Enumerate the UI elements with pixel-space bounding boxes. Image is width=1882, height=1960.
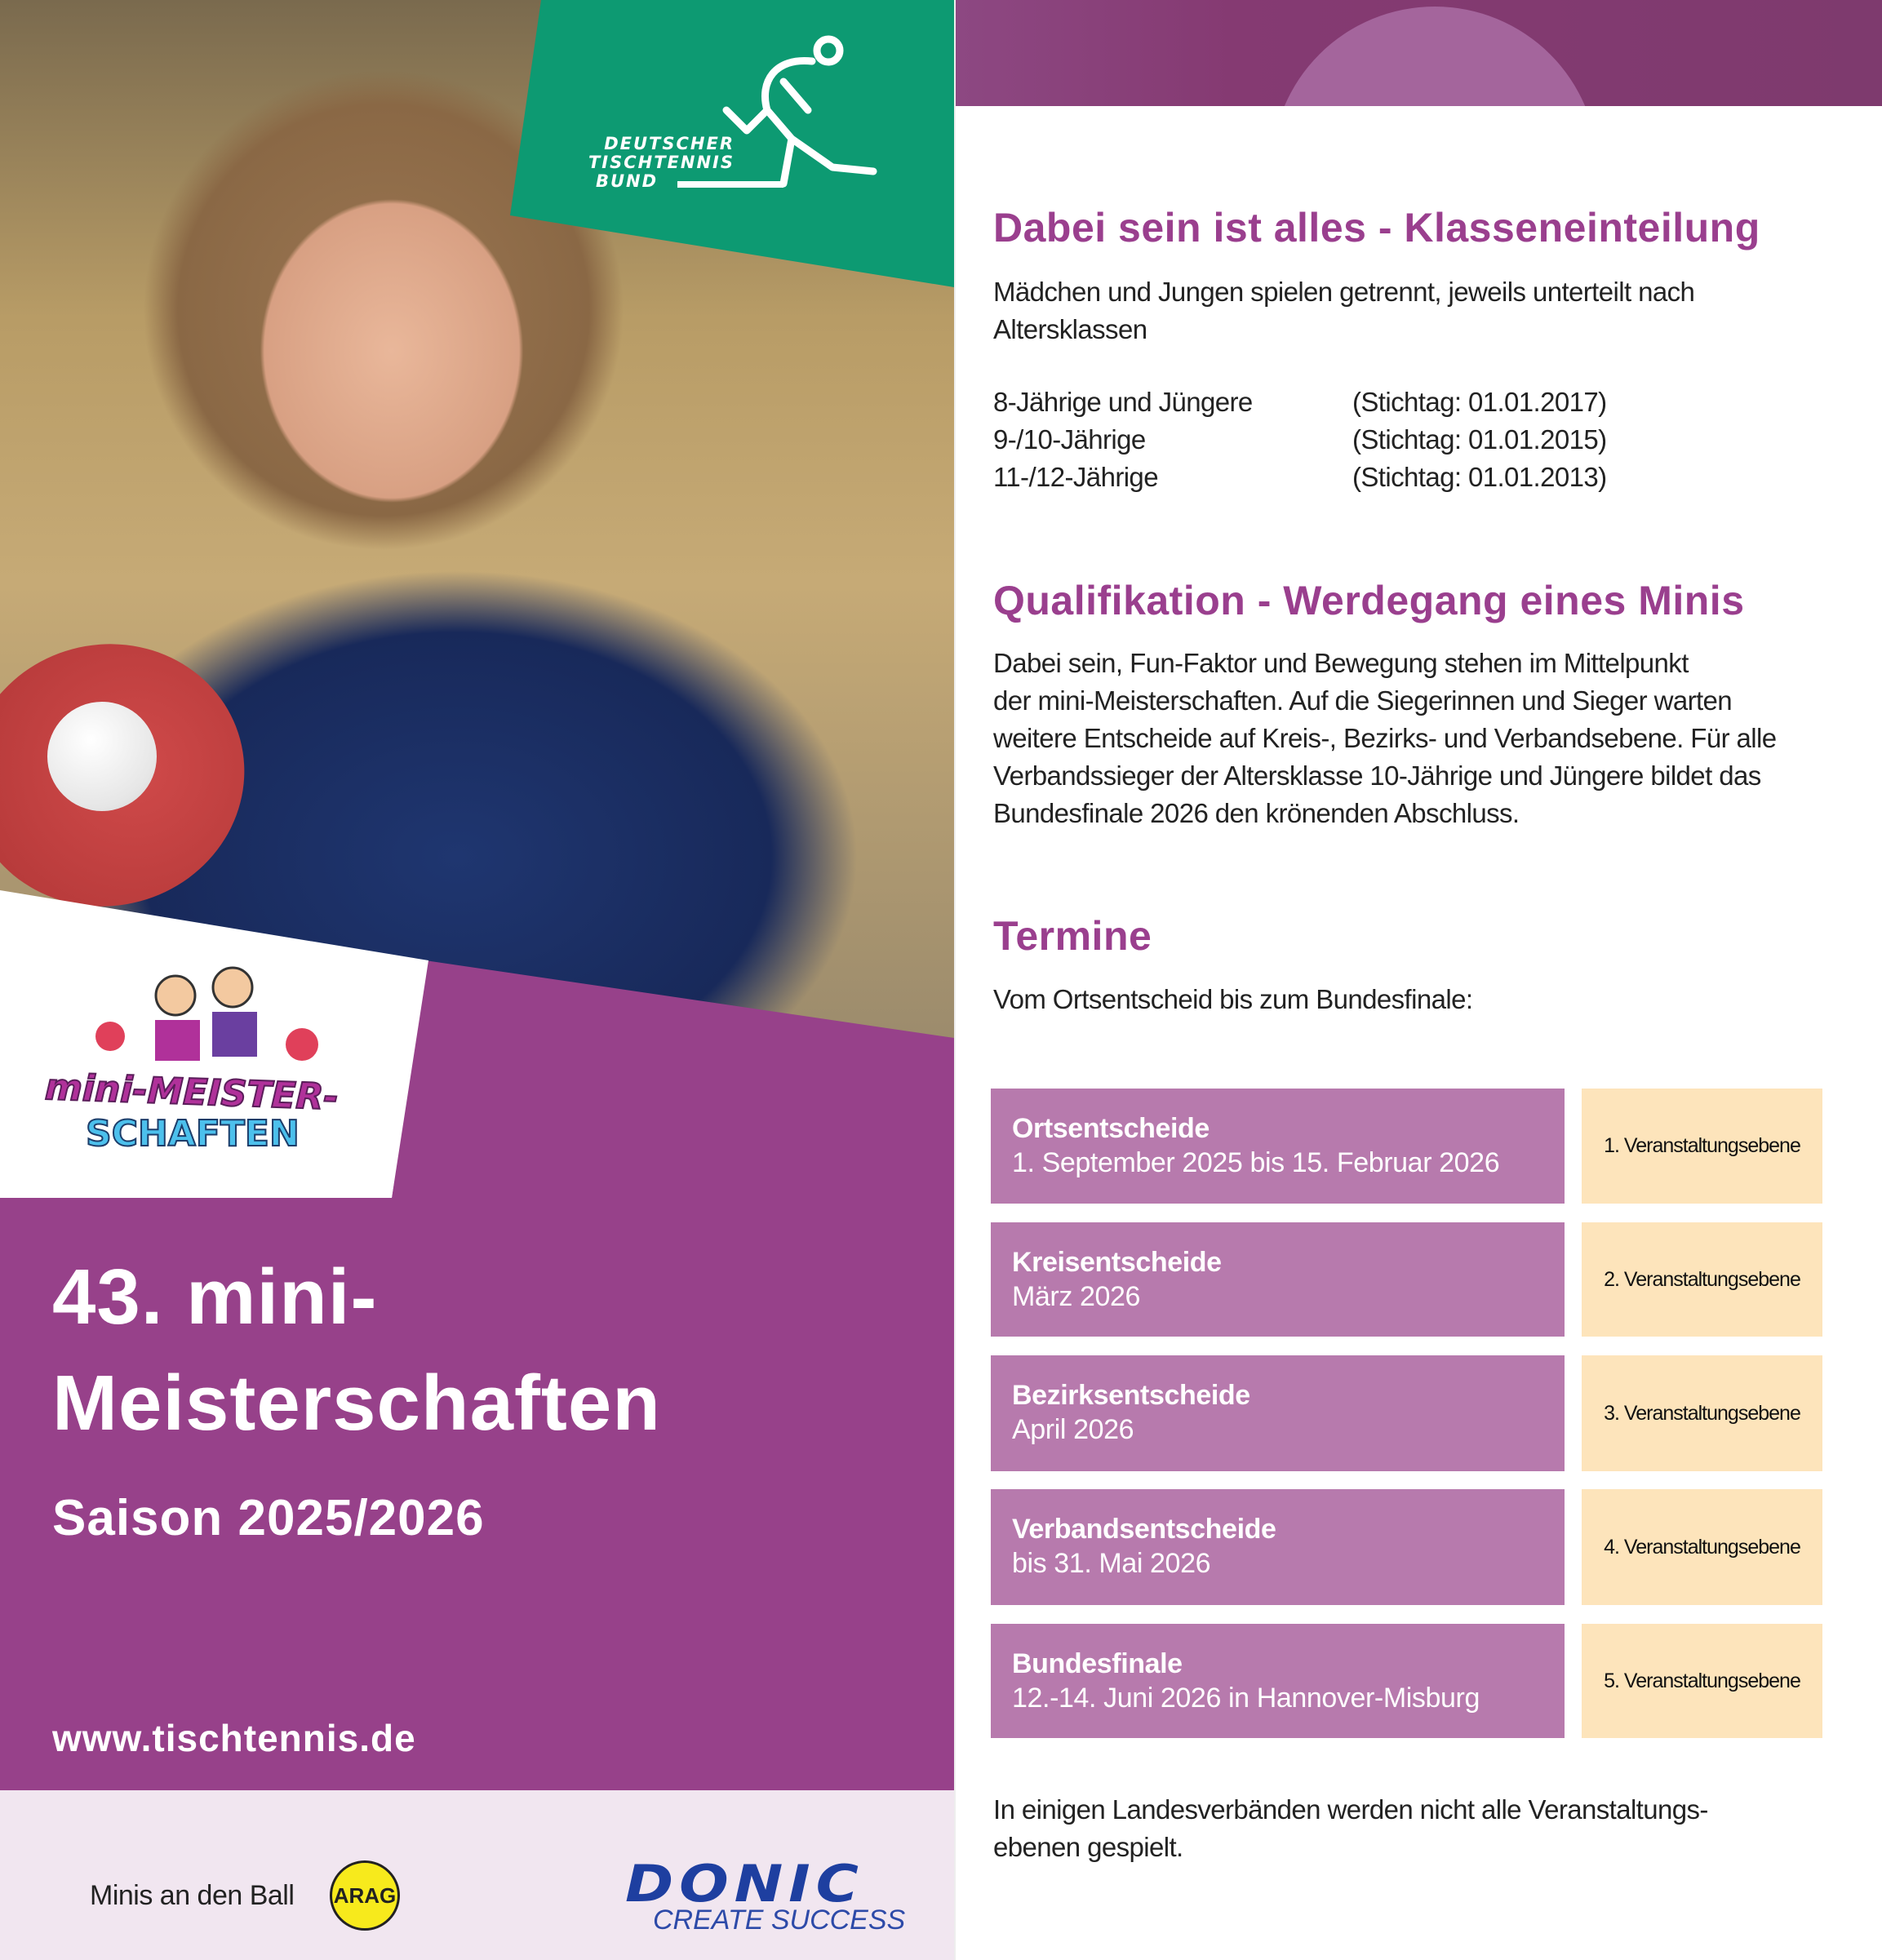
round-name: Verbandsentscheide (1012, 1514, 1276, 1545)
round-level: 3. Veranstaltungsebene (1582, 1355, 1822, 1471)
qualifikation-line: Dabei sein, Fun-Faktor und Bewegung steh… (993, 648, 1689, 678)
round-box: Ortsentscheide 1. September 2025 bis 15. … (991, 1089, 1565, 1204)
round-level: 4. Veranstaltungsebene (1582, 1489, 1822, 1605)
age-cutoff: (Stichtag: 01.01.2013) (1352, 462, 1607, 492)
dttb-logo-text: DEUTSCHER TISCHTENNIS BUND (571, 135, 735, 191)
kids-cartoon-icon (95, 966, 318, 1061)
mini-meisterschaften-logo: mini-MEISTER- SCHAFTEN (43, 955, 371, 1175)
round-date: April 2026 (1012, 1414, 1134, 1445)
round-name: Bezirksentscheide (1012, 1380, 1250, 1411)
info-panel: Dabei sein ist alles - Klasseneinteilung… (954, 0, 1882, 1960)
sponsor-footer: Minis an den Ball ARAG DONIC CREATE SUCC… (0, 1790, 954, 1960)
dttb-line1: DEUTSCHER (604, 134, 735, 153)
cover-title-line1: 43. mini- (52, 1253, 378, 1341)
qualifikation-line: der mini-Meisterschaften. Auf die Sieger… (993, 685, 1733, 716)
round-box: Bezirksentscheide April 2026 (991, 1355, 1565, 1471)
round-name: Ortsentscheide (1012, 1113, 1210, 1144)
round-name: Bundesfinale (1012, 1648, 1183, 1679)
klassen-intro-line2: Altersklassen (993, 314, 1147, 344)
round-date: 12.-14. Juni 2026 in Hannover-Misburg (1012, 1683, 1480, 1714)
table-tennis-player-icon (677, 35, 877, 188)
round-name: Kreisentscheide (1012, 1247, 1222, 1278)
ball-graphic (1272, 7, 1598, 106)
round-box: Kreisentscheide März 2026 (991, 1222, 1565, 1337)
round-level: 5. Veranstaltungsebene (1582, 1624, 1822, 1738)
event-logo-line2: SCHAFTEN (85, 1113, 300, 1155)
age-class: 8-Jährige und Jüngere (993, 387, 1253, 417)
event-logo-line1: mini-MEISTER- (43, 1066, 340, 1120)
cover-panel: DEUTSCHER TISCHTENNIS BUND mini-MEISTER-… (0, 0, 954, 1960)
qualifikation-line: weitere Entscheide auf Kreis-, Bezirks- … (993, 723, 1777, 753)
round-level: 1. Veranstaltungsebene (1582, 1089, 1822, 1204)
header-band (956, 0, 1882, 106)
round-level: 2. Veranstaltungsebene (1582, 1222, 1822, 1337)
website-link[interactable]: www.tischtennis.de (52, 1717, 416, 1759)
termine-note-line1: In einigen Landesverbänden werden nicht … (993, 1794, 1708, 1825)
ball-image (47, 702, 157, 811)
round-date: bis 31. Mai 2026 (1012, 1548, 1211, 1579)
age-class: 9-/10-Jährige (993, 424, 1146, 455)
round-date: 1. September 2025 bis 15. Februar 2026 (1012, 1147, 1500, 1178)
termine-note-line2: ebenen gespielt. (993, 1832, 1183, 1862)
klassen-intro-line1: Mädchen und Jungen spielen getrennt, jew… (993, 277, 1695, 307)
age-cutoff: (Stichtag: 01.01.2017) (1352, 387, 1607, 417)
dttb-line2: TISCHTENNIS (588, 153, 735, 172)
qualifikation-line: Bundesfinale 2026 den krönenden Abschlus… (993, 798, 1520, 828)
age-class: 11-/12-Jährige (993, 462, 1159, 492)
donic-logo: DONIC (625, 1854, 864, 1913)
cover-title-line2: Meisterschaften (52, 1359, 661, 1447)
season-label: Saison 2025/2026 (52, 1490, 485, 1546)
round-box: Bundesfinale 12.-14. Juni 2026 in Hannove… (991, 1624, 1565, 1738)
arag-logo: ARAG (330, 1860, 400, 1931)
round-box: Verbandsentscheide bis 31. Mai 2026 (991, 1489, 1565, 1605)
klassen-heading: Dabei sein ist alles - Klasseneinteilung (993, 205, 1760, 251)
qualifikation-heading: Qualifikation - Werdegang eines Minis (993, 578, 1745, 623)
qualifikation-line: Verbandssieger der Altersklasse 10-Jähri… (993, 760, 1761, 791)
dttb-line3: BUND (596, 171, 659, 191)
age-cutoff: (Stichtag: 01.01.2015) (1352, 424, 1607, 455)
round-date: März 2026 (1012, 1281, 1141, 1312)
termine-intro: Vom Ortsentscheid bis zum Bundesfinale: (993, 984, 1473, 1014)
sponsor-slogan: Minis an den Ball (90, 1880, 295, 1911)
donic-tagline: CREATE SUCCESS (653, 1905, 906, 1936)
termine-heading: Termine (993, 913, 1152, 959)
